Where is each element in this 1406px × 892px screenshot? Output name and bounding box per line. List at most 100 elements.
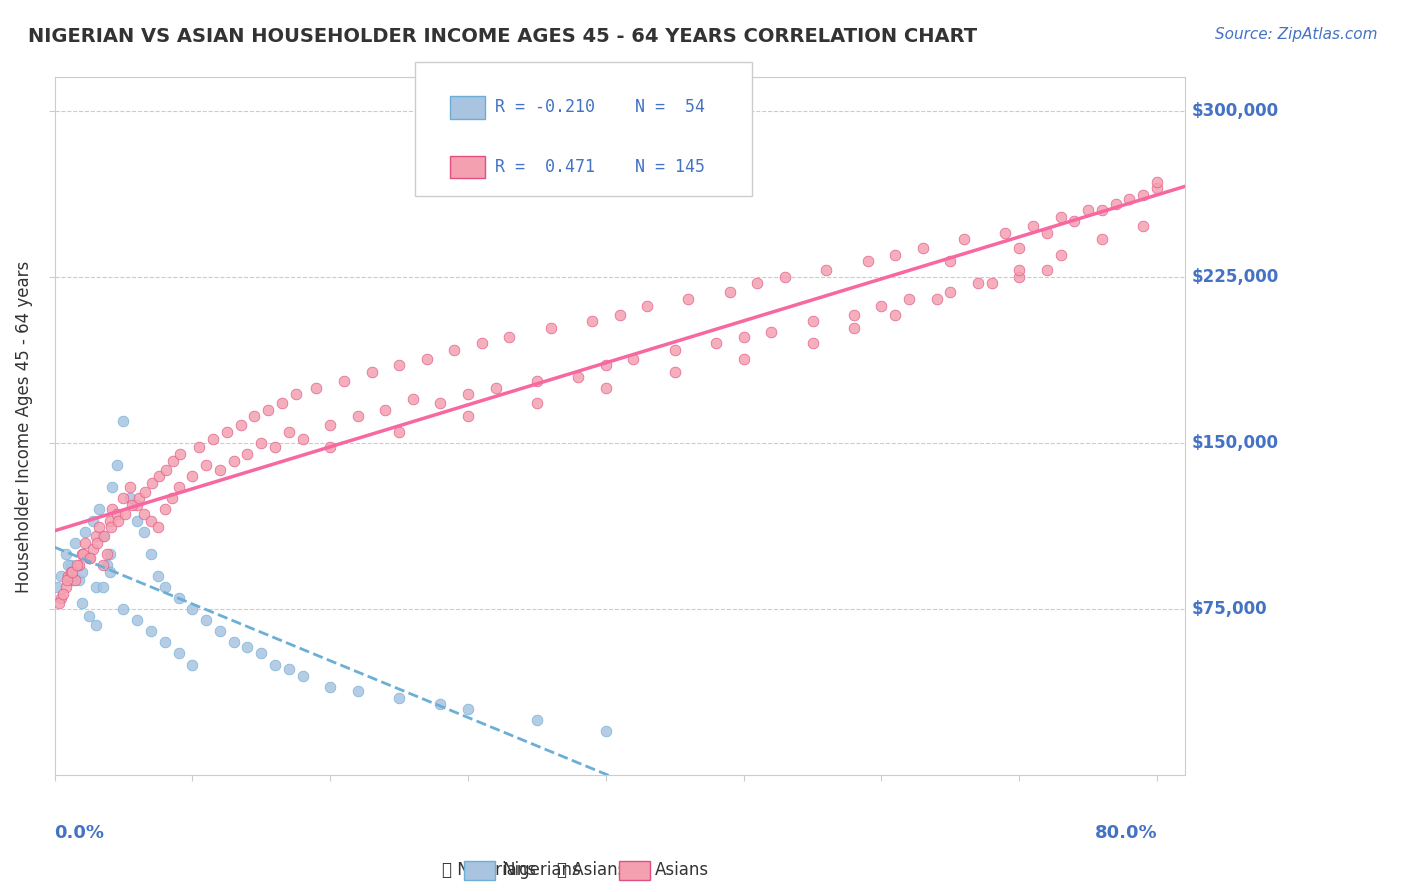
- Point: [55, 547, 77, 561]
- Point: [208, 462, 231, 476]
- Point: [291, 432, 314, 446]
- Point: [139, 547, 162, 561]
- Point: [63, 574, 86, 588]
- Text: R =  0.471    N = 145: R = 0.471 N = 145: [495, 158, 704, 176]
- Point: [112, 491, 135, 506]
- Point: [62, 565, 84, 579]
- Point: [127, 498, 149, 512]
- Point: [146, 520, 169, 534]
- Point: [884, 248, 907, 262]
- Point: [319, 441, 342, 455]
- Point: [250, 436, 273, 450]
- Point: [277, 425, 299, 439]
- Point: [346, 684, 368, 698]
- Point: [747, 277, 769, 291]
- Point: [84, 617, 107, 632]
- Point: [84, 529, 107, 543]
- Point: [801, 314, 824, 328]
- Point: [181, 602, 204, 616]
- Point: [162, 454, 184, 468]
- Point: [429, 396, 451, 410]
- Point: [567, 369, 589, 384]
- Point: [457, 409, 479, 424]
- Point: [101, 502, 124, 516]
- Point: [195, 613, 218, 627]
- Point: [77, 551, 100, 566]
- Point: [1118, 192, 1140, 206]
- Point: [773, 269, 796, 284]
- Y-axis label: Householder Income Ages 45 - 64 years: Householder Income Ages 45 - 64 years: [15, 260, 32, 592]
- Point: [925, 292, 948, 306]
- Point: [98, 514, 121, 528]
- Point: [1146, 181, 1168, 195]
- Point: [98, 565, 121, 579]
- Point: [72, 547, 94, 561]
- Point: [1105, 196, 1128, 211]
- Point: [733, 329, 755, 343]
- Point: [388, 690, 411, 705]
- Point: [664, 343, 686, 357]
- Point: [141, 475, 163, 490]
- Point: [188, 441, 211, 455]
- Point: [208, 624, 231, 639]
- Point: [333, 374, 356, 388]
- Point: [46, 580, 69, 594]
- Point: [114, 507, 136, 521]
- Point: [443, 343, 465, 357]
- Point: [526, 374, 548, 388]
- Point: [939, 285, 962, 300]
- Point: [842, 308, 865, 322]
- Point: [1132, 187, 1154, 202]
- Point: [1132, 219, 1154, 233]
- Point: [1008, 241, 1031, 255]
- Point: [457, 702, 479, 716]
- Point: [60, 565, 83, 579]
- Point: [105, 507, 128, 521]
- Point: [291, 668, 314, 682]
- Point: [222, 635, 245, 649]
- Point: [271, 396, 294, 410]
- Point: [120, 491, 142, 506]
- Text: Asians: Asians: [655, 861, 709, 879]
- Point: [87, 520, 110, 534]
- Point: [484, 381, 506, 395]
- Point: [678, 292, 700, 306]
- Point: [1008, 269, 1031, 284]
- Point: [112, 414, 135, 428]
- Text: 80.0%: 80.0%: [1094, 824, 1157, 842]
- Point: [91, 558, 114, 572]
- Point: [195, 458, 218, 472]
- Point: [132, 507, 155, 521]
- Point: [526, 396, 548, 410]
- Point: [1008, 263, 1031, 277]
- Point: [842, 320, 865, 334]
- Point: [127, 514, 149, 528]
- Point: [595, 381, 617, 395]
- Point: [55, 580, 77, 594]
- Point: [62, 574, 84, 588]
- Point: [181, 657, 204, 672]
- Point: [107, 514, 129, 528]
- Point: [1091, 203, 1114, 218]
- Point: [167, 591, 190, 606]
- Point: [98, 547, 121, 561]
- Point: [87, 502, 110, 516]
- Point: [856, 254, 879, 268]
- Point: [250, 647, 273, 661]
- Point: [305, 381, 328, 395]
- Point: [1146, 175, 1168, 189]
- Point: [236, 447, 259, 461]
- Point: [733, 351, 755, 366]
- Point: [96, 558, 118, 572]
- Text: Source: ZipAtlas.com: Source: ZipAtlas.com: [1215, 27, 1378, 42]
- Point: [664, 365, 686, 379]
- Point: [105, 458, 128, 472]
- Point: [636, 299, 658, 313]
- Point: [718, 285, 741, 300]
- Point: [56, 574, 79, 588]
- Point: [146, 569, 169, 583]
- Point: [82, 514, 104, 528]
- Point: [980, 277, 1002, 291]
- Point: [911, 241, 934, 255]
- Point: [939, 254, 962, 268]
